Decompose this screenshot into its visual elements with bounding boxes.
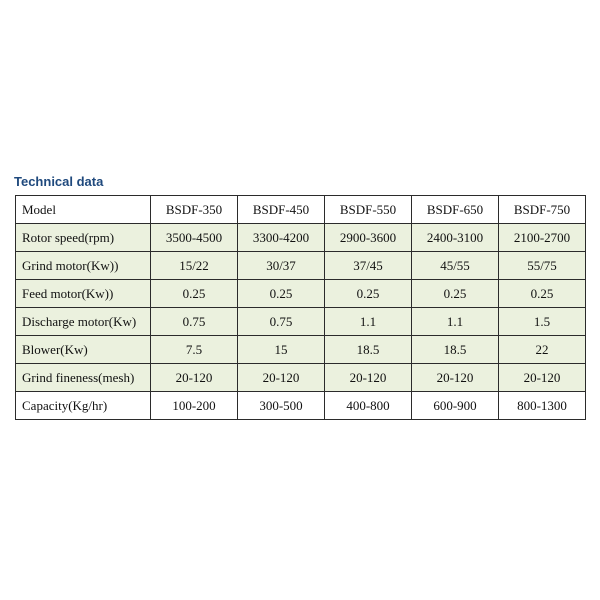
table-cell: 3300-4200 <box>237 223 325 252</box>
header-cell-model: Model <box>15 195 151 224</box>
table-cell: 20-120 <box>498 363 586 392</box>
table-cell: 1.1 <box>324 307 412 336</box>
section-title: Technical data <box>14 174 104 189</box>
table-cell: 2400-3100 <box>411 223 499 252</box>
table-cell: 0.25 <box>498 279 586 308</box>
header-cell-bsdf-750: BSDF-750 <box>498 195 586 224</box>
header-cell-bsdf-550: BSDF-550 <box>324 195 412 224</box>
table-cell: 1.1 <box>411 307 499 336</box>
table-cell: 20-120 <box>411 363 499 392</box>
table-cell: 2100-2700 <box>498 223 586 252</box>
table-row-capacity: Capacity(Kg/hr) 100-200 300-500 400-800 … <box>15 391 586 420</box>
table-row-rotor-speed: Rotor speed(rpm) 3500-4500 3300-4200 290… <box>15 223 586 252</box>
table-cell: 800-1300 <box>498 391 586 420</box>
table-cell: 600-900 <box>411 391 499 420</box>
table-cell: 37/45 <box>324 251 412 280</box>
table-cell: 1.5 <box>498 307 586 336</box>
table-cell: 20-120 <box>150 363 238 392</box>
table-cell: 20-120 <box>324 363 412 392</box>
table-cell: 0.75 <box>150 307 238 336</box>
table-row-feed-motor: Feed motor(Kw)) 0.25 0.25 0.25 0.25 0.25 <box>15 279 586 308</box>
table-cell: 18.5 <box>411 335 499 364</box>
row-label: Capacity(Kg/hr) <box>15 391 151 420</box>
table-cell: 30/37 <box>237 251 325 280</box>
table-row-discharge-motor: Discharge motor(Kw) 0.75 0.75 1.1 1.1 1.… <box>15 307 586 336</box>
table-cell: 300-500 <box>237 391 325 420</box>
technical-data-table: Model BSDF-350 BSDF-450 BSDF-550 BSDF-65… <box>15 195 586 420</box>
table-cell: 22 <box>498 335 586 364</box>
row-label: Blower(Kw) <box>15 335 151 364</box>
row-label: Feed motor(Kw)) <box>15 279 151 308</box>
header-cell-bsdf-450: BSDF-450 <box>237 195 325 224</box>
row-label: Rotor speed(rpm) <box>15 223 151 252</box>
table-cell: 20-120 <box>237 363 325 392</box>
table-cell: 55/75 <box>498 251 586 280</box>
row-label: Grind fineness(mesh) <box>15 363 151 392</box>
table-cell: 15/22 <box>150 251 238 280</box>
header-cell-bsdf-350: BSDF-350 <box>150 195 238 224</box>
row-label: Grind motor(Kw)) <box>15 251 151 280</box>
table-cell: 400-800 <box>324 391 412 420</box>
header-cell-bsdf-650: BSDF-650 <box>411 195 499 224</box>
table-cell: 0.25 <box>150 279 238 308</box>
table-cell: 15 <box>237 335 325 364</box>
table-cell: 18.5 <box>324 335 412 364</box>
table-cell: 0.75 <box>237 307 325 336</box>
table-cell: 3500-4500 <box>150 223 238 252</box>
table-header-row: Model BSDF-350 BSDF-450 BSDF-550 BSDF-65… <box>15 195 586 224</box>
table-cell: 0.25 <box>237 279 325 308</box>
row-label: Discharge motor(Kw) <box>15 307 151 336</box>
table-row-grind-motor: Grind motor(Kw)) 15/22 30/37 37/45 45/55… <box>15 251 586 280</box>
table-row-blower: Blower(Kw) 7.5 15 18.5 18.5 22 <box>15 335 586 364</box>
table-row-grind-fineness: Grind fineness(mesh) 20-120 20-120 20-12… <box>15 363 586 392</box>
table-cell: 7.5 <box>150 335 238 364</box>
table-cell: 2900-3600 <box>324 223 412 252</box>
table-cell: 0.25 <box>324 279 412 308</box>
table-cell: 100-200 <box>150 391 238 420</box>
table-cell: 45/55 <box>411 251 499 280</box>
table-cell: 0.25 <box>411 279 499 308</box>
